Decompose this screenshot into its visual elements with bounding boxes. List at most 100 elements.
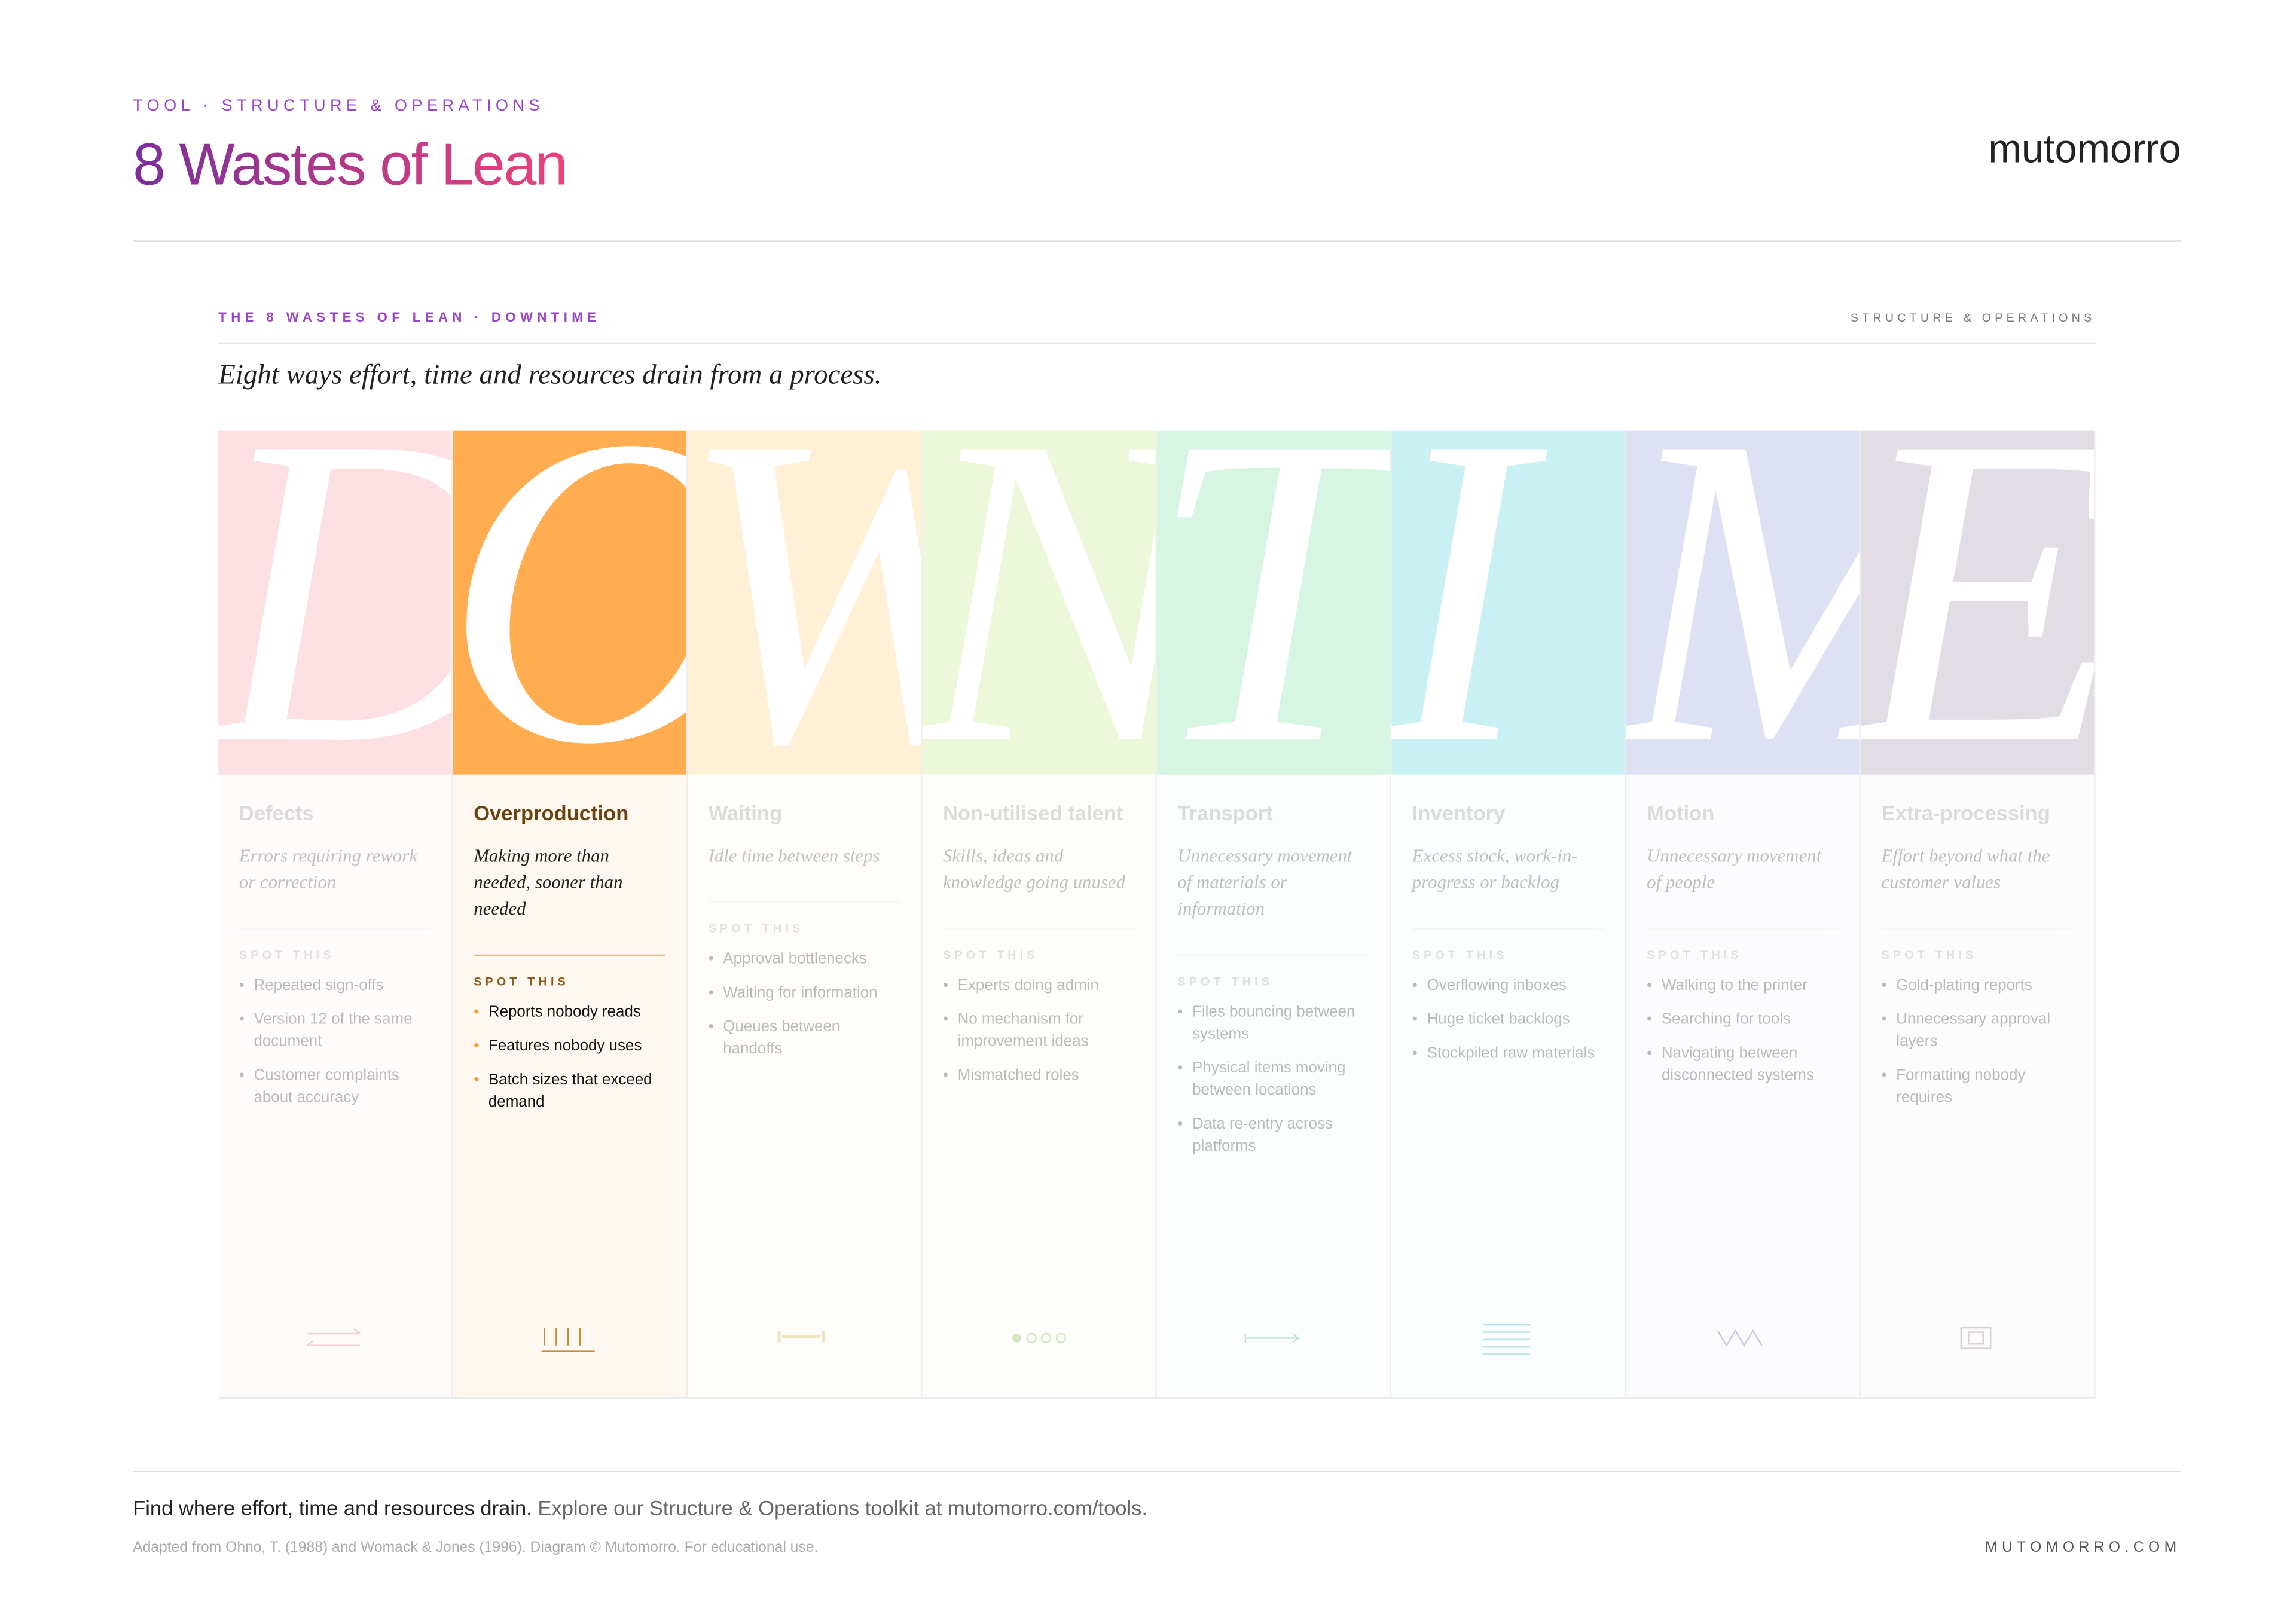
spot-item: Formatting nobody requires — [1882, 1065, 2074, 1109]
letter-band: I — [1391, 430, 1625, 775]
spot-item: Repeated sign-offs — [239, 975, 431, 997]
spot-item: Version 12 of the same document — [239, 1009, 431, 1053]
letter-band: M — [1626, 430, 1860, 775]
divider — [133, 1471, 2181, 1472]
footer-url[interactable]: MUTOMORRO.COM — [1985, 1540, 2181, 1557]
spot-item: Files bouncing between systems — [1177, 1002, 1369, 1046]
panel-subtitle: Eight ways effort, time and resources dr… — [218, 360, 882, 391]
spot-item: Waiting for information — [709, 983, 900, 1005]
spot-item: Physical items moving between locations — [1177, 1057, 1369, 1102]
waste-description: Excess stock, work-in-progress or backlo… — [1412, 842, 1604, 930]
waste-icon — [1012, 1332, 1067, 1344]
column-body: Overproduction Making more than needed, s… — [453, 775, 686, 1114]
waste-name: Non-utilised talent — [942, 801, 1123, 825]
spot-item: Overflowing inboxes — [1412, 975, 1604, 997]
brand[interactable]: mutomorro — [1988, 127, 2181, 172]
letter-band: N — [922, 430, 1156, 775]
footer-lead: Find where effort, time and resources dr… — [133, 1496, 532, 1520]
spot-item: Unnecessary approval layers — [1882, 1009, 2074, 1053]
footer-text: Find where effort, time and resources dr… — [133, 1496, 1147, 1519]
letter: O — [453, 431, 686, 775]
letter: E — [1861, 431, 2094, 775]
letter: N — [922, 431, 1155, 775]
waste-icon — [1244, 1332, 1300, 1343]
spot-item: Customer complaints about accuracy — [239, 1065, 431, 1109]
waste-icon — [1483, 1324, 1531, 1355]
letter: I — [1391, 430, 1530, 775]
header-kicker: TOOL · STRUCTURE & OPERATIONS — [133, 97, 544, 115]
column-body: Inventory Excess stock, work-in-progress … — [1391, 775, 1625, 1065]
header-title: 8 Wastes of Lean — [133, 133, 568, 199]
letter-band: T — [1156, 430, 1390, 775]
spot-item: Reports nobody reads — [474, 1002, 665, 1024]
spot-item: Stockpiled raw materials — [1412, 1043, 1604, 1065]
waste-name: Motion — [1647, 801, 1715, 825]
waste-description: Unnecessary movement of people — [1647, 842, 1839, 930]
letter: D — [218, 431, 451, 775]
columns: D Defects Errors requiring rework or corre… — [218, 430, 2096, 1399]
letter: W — [688, 431, 921, 775]
spot-label: SPOT THIS — [239, 948, 335, 962]
spot-label: SPOT THIS — [474, 975, 569, 989]
letter-band: D — [218, 430, 452, 775]
waste-column[interactable]: N Non-utilised talent Skills, ideas and kn… — [922, 430, 1157, 1398]
waste-column[interactable]: W Waiting Idle time between steps SPOT THIS… — [688, 430, 923, 1398]
spot-label: SPOT THIS — [1412, 948, 1508, 962]
column-body: Transport Unnecessary movement of materia… — [1157, 775, 1390, 1159]
waste-column[interactable]: I Inventory Excess stock, work-in-progress… — [1391, 430, 1626, 1398]
spot-item: Batch sizes that exceed demand — [474, 1069, 665, 1114]
spot-item: Walking to the printer — [1647, 975, 1839, 997]
letter: M — [1626, 431, 1860, 775]
waste-column[interactable]: O Overproduction Making more than needed, … — [453, 430, 688, 1398]
letter: T — [1156, 430, 1390, 775]
panel-kicker: THE 8 WASTES OF LEAN · DOWNTIME — [218, 310, 601, 325]
waste-description: Errors requiring rework or correction — [239, 842, 431, 930]
spot-label: SPOT THIS — [942, 948, 1039, 962]
letter-band: O — [453, 430, 686, 775]
waste-name: Overproduction — [474, 801, 629, 825]
waste-icon — [541, 1328, 595, 1352]
spot-item: Navigating between disconnected systems — [1647, 1043, 1839, 1087]
waste-description: Effort beyond what the customer values — [1881, 842, 2074, 930]
waste-icon — [1717, 1329, 1763, 1347]
letter-band: W — [688, 430, 921, 775]
spot-item: Features nobody uses — [474, 1035, 665, 1057]
waste-column[interactable]: M Motion Unnecessary movement of people SPO… — [1626, 430, 1861, 1398]
footer-body: Explore our Structure & Operations toolk… — [538, 1496, 1148, 1520]
column-body: Extra-processing Effort beyond what the c… — [1861, 775, 2094, 1109]
letter-band: E — [1861, 430, 2094, 775]
column-body: Defects Errors requiring rework or correc… — [218, 775, 451, 1109]
waste-name: Defects — [239, 801, 314, 825]
spot-label: SPOT THIS — [1647, 948, 1742, 962]
waste-name: Transport — [1177, 801, 1273, 825]
waste-column[interactable]: D Defects Errors requiring rework or corre… — [218, 430, 453, 1398]
waste-description: Skills, ideas and knowledge going unused — [942, 842, 1135, 930]
divider — [133, 240, 2181, 242]
waste-column[interactable]: E Extra-processing Effort beyond what the … — [1861, 430, 2096, 1398]
waste-column[interactable]: T Transport Unnecessary movement of materi… — [1156, 430, 1392, 1398]
waste-name: Inventory — [1412, 801, 1506, 825]
waste-description: Unnecessary movement of materials or inf… — [1177, 842, 1370, 956]
spot-item: Approval bottlenecks — [709, 949, 900, 971]
spot-item: Huge ticket backlogs — [1412, 1009, 1604, 1031]
spot-item: Searching for tools — [1647, 1009, 1839, 1031]
spot-label: SPOT THIS — [1177, 975, 1274, 989]
waste-icon — [777, 1331, 825, 1343]
divider — [218, 342, 2096, 344]
spot-item: No mechanism for improvement ideas — [943, 1009, 1135, 1053]
waste-description: Making more than needed, sooner than nee… — [474, 842, 666, 956]
spot-label: SPOT THIS — [1881, 948, 1977, 962]
spot-item: Data re-entry across platforms — [1177, 1114, 1369, 1158]
column-body: Waiting Idle time between steps SPOT THIS A… — [688, 775, 921, 1061]
column-body: Motion Unnecessary movement of people SPOT… — [1626, 775, 1860, 1087]
waste-name: Extra-processing — [1881, 801, 2050, 825]
spot-item: Gold-plating reports — [1882, 975, 2074, 997]
waste-icon — [306, 1328, 361, 1346]
spot-label: SPOT THIS — [708, 922, 804, 936]
waste-icon — [1960, 1326, 1992, 1349]
footer-credit: Adapted from Ohno, T. (1988) and Womack … — [133, 1540, 819, 1557]
spot-item: Queues between handoffs — [709, 1016, 900, 1060]
column-body: Non-utilised talent Skills, ideas and kno… — [922, 775, 1155, 1087]
waste-description: Idle time between steps — [708, 842, 900, 903]
